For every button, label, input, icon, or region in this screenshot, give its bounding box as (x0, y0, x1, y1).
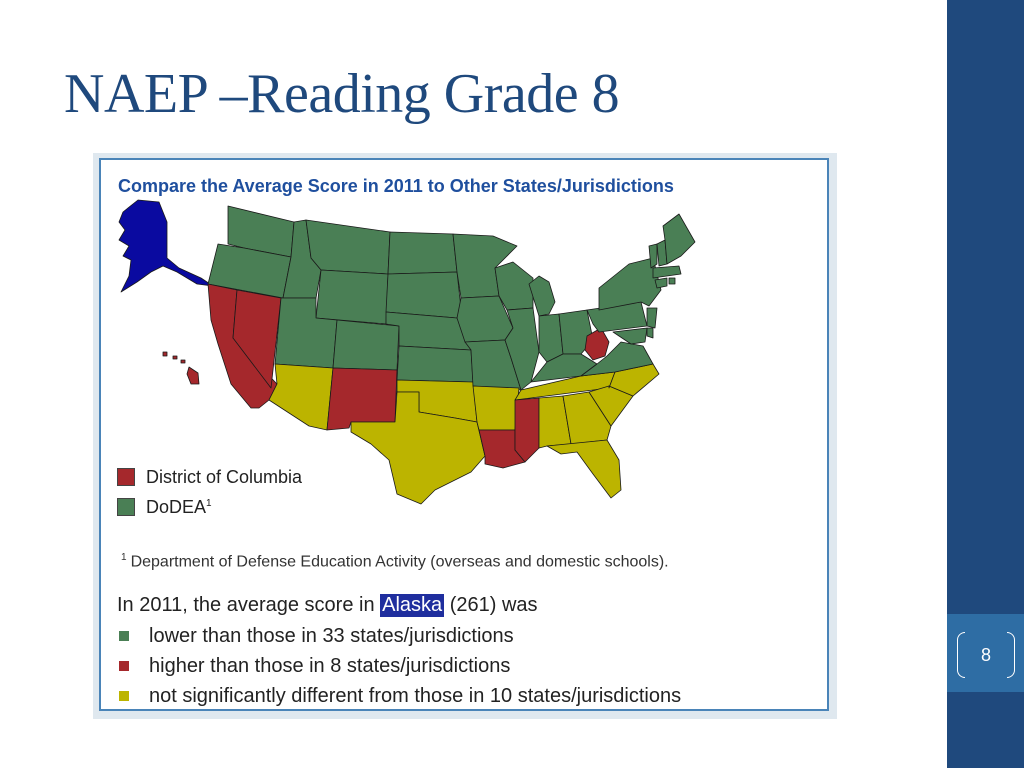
state-kansas (396, 345, 474, 383)
swatch-not-different (119, 691, 129, 701)
state-georgia (562, 391, 612, 445)
map-title: Compare the Average Score in 2011 to Oth… (118, 176, 674, 196)
state-mississippi (514, 397, 540, 463)
legend-item-lower: lower than those in 33 states/jurisdicti… (117, 621, 681, 651)
inset-legend-label: DoDEA1 (146, 496, 212, 517)
inset-legend: District of Columbia DoDEA1 (117, 462, 302, 522)
slide-title: NAEP –Reading Grade 8 (64, 63, 620, 125)
state-new-jersey (646, 307, 658, 329)
state-arizona (268, 363, 334, 431)
state-hawaii (162, 351, 200, 385)
state-maryland (612, 327, 648, 345)
state-montana (305, 219, 391, 275)
map-panel: Compare the Average Score in 2011 to Oth… (99, 158, 829, 711)
state-new-mexico (326, 367, 398, 431)
state-texas (350, 391, 486, 505)
state-colorado (332, 319, 400, 371)
inset-legend-dodea: DoDEA1 (117, 492, 302, 522)
legend-item-higher: higher than those in 8 states/jurisdicti… (117, 651, 681, 681)
state-alaska (118, 199, 214, 293)
footnote: 1 Department of Defense Education Activit… (121, 552, 669, 571)
swatch-higher (117, 468, 135, 486)
state-delaware (646, 327, 654, 339)
summary-line: In 2011, the average score in Alaska (26… (117, 594, 538, 617)
us-states-map (118, 199, 696, 505)
state-north-dakota (387, 231, 458, 275)
state-wyoming (315, 269, 389, 325)
state-florida (546, 439, 622, 499)
inset-legend-label: District of Columbia (146, 466, 303, 487)
page-number: 8 (980, 644, 991, 665)
swatch-lower (119, 631, 129, 641)
state-virginia (580, 341, 654, 377)
state-nevada (232, 289, 282, 389)
swatch-lower (117, 498, 135, 516)
state-maine (662, 213, 696, 265)
focal-state-label: Alaska (380, 594, 445, 617)
state-massachusetts (652, 265, 682, 279)
naep-map-figure: Compare the Average Score in 2011 to Oth… (93, 153, 837, 719)
page-number-badge (947, 614, 1024, 692)
state-south-dakota (385, 271, 462, 319)
state-vermont (648, 243, 658, 269)
state-connecticut (654, 277, 668, 289)
summary-legend: In 2011, the average score in Alaska (26… (117, 590, 681, 711)
inset-legend-dc: District of Columbia (117, 462, 302, 492)
state-arkansas (472, 385, 520, 431)
legend-item-not-different: not significantly different from those i… (117, 681, 681, 711)
swatch-higher (119, 661, 129, 671)
state-rhode-island (668, 277, 676, 285)
state-new-york (598, 257, 662, 311)
